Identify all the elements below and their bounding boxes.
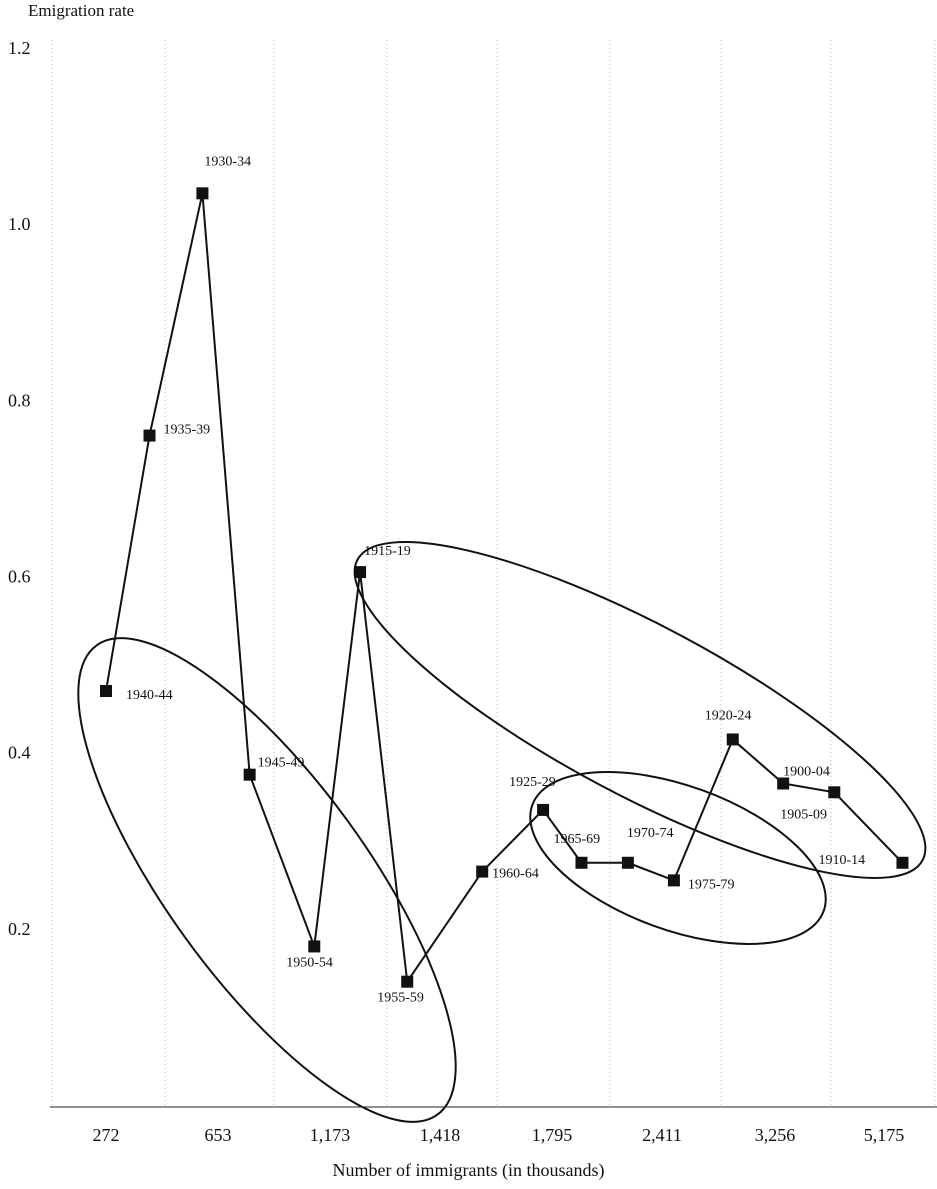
x-tick-label: 1,173 — [310, 1125, 351, 1145]
data-point-label: 1910-14 — [818, 853, 865, 868]
data-point-label: 1915-19 — [364, 544, 411, 559]
x-axis-title: Number of immigrants (in thousands) — [332, 1160, 605, 1180]
data-point-marker — [777, 777, 790, 790]
point-labels: 1940-44 1935-39 1930-34 1945-49 1950-54 1915-… — [126, 154, 865, 1005]
grid-lines — [51, 40, 936, 1105]
cluster-ellipses — [77, 541, 927, 1123]
data-point-label: 1950-54 — [286, 955, 333, 970]
data-point-marker — [667, 874, 680, 887]
data-point-label: 1935-39 — [164, 423, 211, 438]
data-point-marker — [621, 856, 634, 869]
data-point-label: 1905-09 — [780, 807, 827, 822]
y-axis-title: Emigration rate — [28, 1, 135, 20]
data-point-label: 1955-59 — [377, 991, 424, 1006]
series-line — [100, 187, 909, 988]
data-point-marker — [726, 733, 739, 746]
data-point-label: 1920-24 — [705, 708, 752, 723]
y-tick-label: 0.4 — [8, 743, 31, 763]
data-point-label: 1965-69 — [553, 832, 600, 847]
data-point-marker — [828, 786, 841, 799]
cluster-ellipse — [529, 771, 827, 945]
x-tick-label: 272 — [93, 1125, 120, 1145]
data-point-marker — [896, 856, 909, 869]
data-point-marker — [476, 865, 489, 878]
y-tick-label: 1.0 — [8, 214, 31, 234]
x-tick-label: 2,411 — [642, 1125, 682, 1145]
data-point-marker — [100, 685, 112, 698]
axes: 0.2 0.4 0.6 0.8 1.0 1.2 272 653 1,173 1,418 1,795 2… — [8, 38, 937, 1145]
y-tick-label: 0.8 — [8, 390, 31, 410]
x-tick-label: 3,256 — [755, 1125, 796, 1145]
data-point-label: 1945-49 — [258, 756, 305, 771]
x-tick-label: 653 — [205, 1125, 232, 1145]
data-point-marker — [143, 429, 156, 442]
cluster-ellipse — [77, 637, 457, 1123]
data-point-marker — [575, 856, 588, 869]
data-point-marker — [308, 940, 321, 953]
series-path — [105, 193, 904, 985]
data-point-marker — [401, 975, 414, 988]
data-point-label: 1940-44 — [126, 688, 173, 703]
x-tick-label: 1,418 — [420, 1125, 461, 1145]
y-tick-label: 0.2 — [8, 919, 31, 939]
data-point-marker — [537, 803, 550, 816]
data-point-marker — [196, 187, 209, 200]
data-point-label: 1960-64 — [492, 867, 539, 882]
x-tick-label: 1,795 — [532, 1125, 573, 1145]
data-point-marker — [354, 566, 367, 579]
data-point-label: 1925-29 — [509, 775, 556, 790]
x-tick-label: 5,175 — [864, 1125, 905, 1145]
data-point-label: 1970-74 — [627, 826, 674, 841]
data-point-label: 1930-34 — [204, 154, 251, 169]
data-point-label: 1975-79 — [688, 877, 735, 892]
y-tick-label: 1.2 — [8, 38, 31, 58]
data-point-label: 1900-04 — [783, 764, 830, 779]
cluster-ellipse — [353, 541, 927, 879]
data-point-marker — [243, 768, 256, 781]
y-tick-label: 0.6 — [8, 567, 31, 587]
